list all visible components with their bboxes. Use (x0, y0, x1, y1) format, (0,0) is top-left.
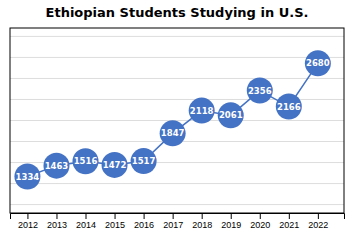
data-label: 1516 (74, 156, 98, 166)
dot (305, 50, 331, 76)
x-tick-mark (231, 213, 232, 219)
dot (218, 102, 244, 128)
x-tick-mark (27, 213, 28, 219)
x-tick-label: 2018 (192, 220, 212, 230)
grid-line (10, 183, 344, 184)
grid-line (10, 120, 344, 121)
x-tick-label: 2013 (47, 220, 67, 230)
x-tick-label: 2022 (308, 220, 328, 230)
data-labels: 1334 1463 1516 1472 1517 1847 2118 2061 2356 2166… (16, 58, 330, 181)
x-tick: 2012 (18, 213, 38, 230)
dot (131, 148, 157, 174)
x-tick-label: 2016 (134, 220, 154, 230)
x-tick-label: 2017 (163, 220, 183, 230)
x-tick: 2016 (134, 213, 154, 230)
x-axis-line (11, 214, 345, 220)
x-tick-mark (202, 213, 203, 219)
x-tick-label: 2021 (279, 220, 299, 230)
grid-line (10, 204, 344, 205)
dot (14, 164, 40, 190)
x-tick: 2021 (279, 213, 299, 230)
data-label: 1472 (103, 160, 127, 170)
dot (102, 152, 128, 178)
x-tick-mark (56, 213, 57, 219)
title: Ethiopian Students Studying in U.S. (46, 5, 309, 20)
data-label: 2356 (248, 86, 272, 96)
x-tick: 2022 (308, 213, 328, 230)
dot (247, 78, 273, 104)
grid (10, 36, 344, 204)
data-label: 1847 (161, 128, 185, 138)
x-tick-label: 2020 (250, 220, 270, 230)
dot (276, 94, 302, 120)
dot (189, 98, 215, 124)
dot (73, 148, 99, 174)
x-tick-mark (115, 213, 116, 219)
data-label: 1517 (132, 156, 156, 166)
x-tick-label: 2015 (105, 220, 125, 230)
data-label: 1334 (16, 172, 40, 182)
marks (14, 50, 330, 189)
chart: Ethiopian Students Studying in U.S.20122… (0, 0, 354, 235)
x-tick-label: 2012 (18, 220, 38, 230)
dot (43, 153, 69, 179)
x-tick: 2020 (250, 213, 270, 230)
x-tick-mark (260, 213, 261, 219)
x-tick-mark (86, 213, 87, 219)
data-label: 2680 (306, 58, 330, 68)
data-label: 2118 (190, 106, 214, 116)
x-tick-mark (173, 213, 174, 219)
data-label: 1463 (45, 161, 69, 171)
grid-line (10, 78, 344, 79)
x-tick-mark (144, 213, 145, 219)
x-tick: 2014 (76, 213, 96, 230)
x-tick: 2018 (192, 213, 212, 230)
plot: 2012 2013 2014 2015 2016 2017 2018 2019 2020 2021… (10, 28, 345, 230)
x-tick: 2015 (105, 213, 125, 230)
data-label: 2061 (219, 110, 243, 120)
dot (160, 120, 186, 146)
x-tick-mark (289, 213, 290, 219)
x-tick: 2019 (221, 213, 241, 230)
grid-line (10, 57, 344, 58)
x-tick: 2013 (47, 213, 67, 230)
x-axis: 2012 2013 2014 2015 2016 2017 2018 2019 2020 2021… (11, 213, 345, 230)
x-tick-label: 2019 (221, 220, 241, 230)
data-label: 2166 (277, 102, 301, 112)
x-tick-mark (318, 213, 319, 219)
line (27, 63, 317, 176)
plot-frame (10, 28, 344, 213)
x-tick: 2017 (163, 213, 183, 230)
x-tick-label: 2014 (76, 220, 96, 230)
grid-line (10, 36, 344, 37)
